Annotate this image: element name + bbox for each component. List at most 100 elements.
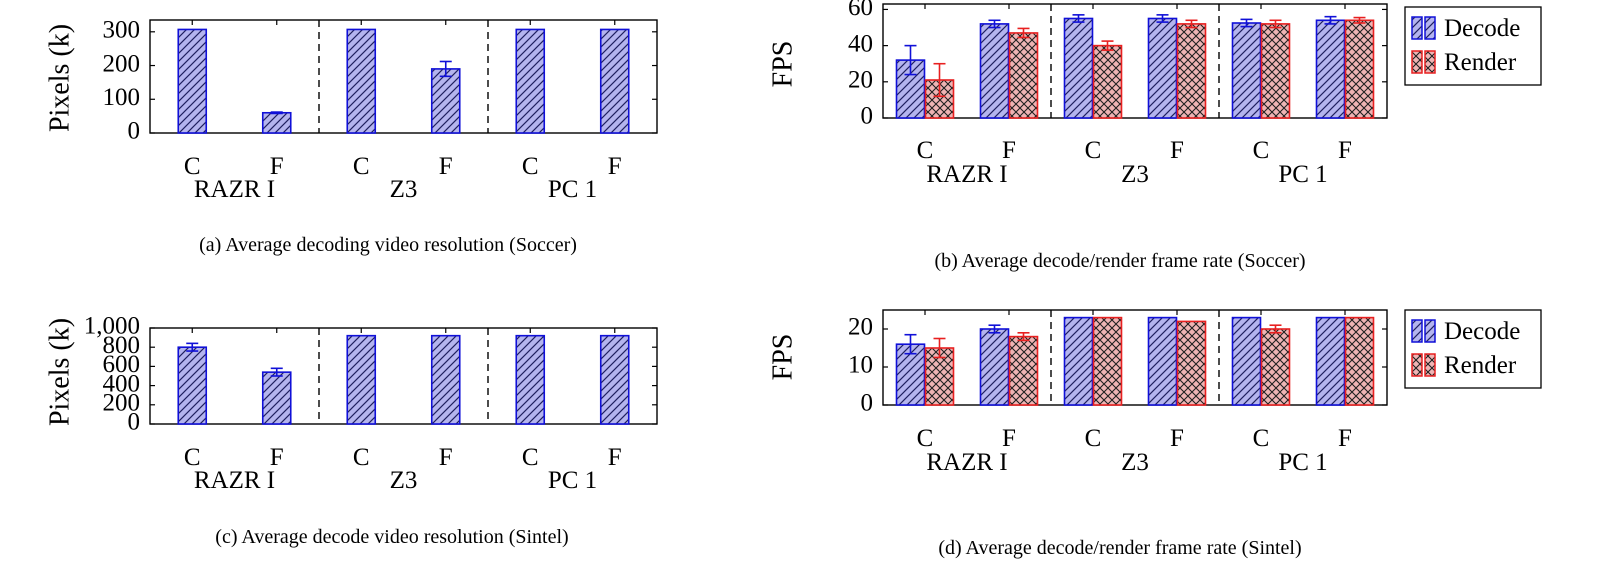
chart-a: Pixels (k) 0 100 200 300 C F C F C F RAZ…	[44, 17, 658, 256]
chart-d-xtick-4: C	[1253, 425, 1270, 452]
chart-b-ytick-2: 40	[848, 30, 873, 57]
chart-c-bar-hatch-pixels-5	[599, 334, 630, 425]
chart-c-xtick-4: C	[522, 444, 539, 471]
chart-c-marks	[149, 327, 658, 425]
chart-c-bar-hatch-pixels-3	[430, 334, 461, 425]
chart-b-errorbar-render-1	[1017, 27, 1030, 39]
chart-b-frame	[882, 3, 1388, 119]
chart-b-group-1: Z3	[1121, 161, 1149, 188]
chart-b-group-labels: RAZR I Z3 PC 1	[926, 161, 1327, 188]
chart-c-x-ticks: C F C F C F	[184, 444, 622, 471]
chart-d-ytick-0: 0	[861, 390, 874, 417]
chart-d-ytick-2: 20	[848, 314, 873, 341]
chart-c-bar-hatch-pixels-4	[515, 334, 546, 425]
chart-b-legend-swatch-decode	[1411, 16, 1436, 40]
chart-b-legend-swatches	[1411, 16, 1436, 74]
chart-c-bar-hatch-pixels-1	[261, 371, 292, 425]
chart-a-xtick-5: F	[608, 153, 622, 180]
chart-c-ytick-1: 200	[103, 390, 141, 417]
chart-d-xtick-5: F	[1338, 425, 1352, 452]
chart-b-errorbar-decode-4	[1240, 18, 1253, 28]
chart-c-xtick-3: F	[439, 444, 453, 471]
chart-a-bar-hatch-pixels-2	[346, 28, 377, 134]
chart-d-group-1: Z3	[1121, 449, 1149, 476]
chart-d-bar-hatch-decode-5	[1315, 316, 1346, 406]
chart-c-y-ticks: 0 200 400 600 800 1,000	[84, 313, 140, 436]
chart-b-ylabel-wrap: FPS	[767, 41, 798, 88]
chart-a-ytick-3: 300	[103, 17, 141, 44]
chart-d-group-0: RAZR I	[926, 449, 1007, 476]
chart-a-bar-hatch-pixels-1	[261, 111, 292, 134]
chart-c-ytick-3: 600	[103, 351, 141, 378]
chart-d-bar-hatch-render-5	[1344, 316, 1375, 406]
chart-b-group-0: RAZR I	[926, 161, 1007, 188]
chart-b-ytick-3: 60	[848, 0, 873, 21]
chart-c-group-0: RAZR I	[194, 467, 275, 494]
chart-b-errorbar-decode-0	[904, 44, 917, 76]
chart-d-bar-hatch-render-4	[1260, 328, 1291, 406]
chart-d-errorbar-render-4	[1269, 324, 1282, 334]
chart-c-xtick-5: F	[608, 444, 622, 471]
chart-a-group-0: RAZR I	[194, 176, 275, 203]
chart-b-errorbar-render-2	[1101, 40, 1114, 51]
chart-a-ylabel-wrap: Pixels (k)	[44, 24, 75, 132]
chart-c-ytick-0: 0	[128, 409, 141, 436]
chart-b-errorbar-decode-5	[1324, 15, 1337, 25]
chart-b: FPS 0 20 40 60 C F C F C F RAZR I Z3 PC …	[767, 0, 1542, 272]
chart-a-bar-hatch-pixels-4	[515, 28, 546, 134]
chart-b-errorbar-render-4	[1269, 19, 1282, 29]
chart-b-errorbar-decode-1	[988, 19, 1001, 29]
chart-d-errorbar-decode-0	[904, 333, 917, 355]
chart-b-bar-hatch-decode-1	[979, 23, 1010, 119]
chart-d-bar-hatch-render-3	[1176, 320, 1207, 406]
chart-d-errorbar-render-1	[1017, 331, 1030, 342]
chart-c-bar-hatch-pixels-0	[177, 346, 208, 425]
chart-c-group-1: Z3	[390, 467, 418, 494]
chart-a-xtick-4: C	[522, 153, 539, 180]
chart-d-caption: (d) Average decode/render frame rate (Si…	[938, 537, 1301, 559]
chart-d-bar-hatch-decode-1	[979, 328, 1010, 406]
chart-d-bar-hatch-render-1	[1008, 335, 1039, 406]
chart-b-bar-hatch-render-4	[1260, 23, 1291, 119]
chart-b-caption: (b) Average decode/render frame rate (So…	[934, 250, 1305, 272]
chart-a-y-ticks: 0 100 200 300	[103, 17, 141, 145]
chart-d-ylabel: FPS	[767, 334, 798, 381]
chart-a-errorbar-pixels-1	[270, 111, 283, 115]
chart-b-bar-hatch-decode-5	[1315, 19, 1346, 119]
chart-d-legend: Decode Render	[1404, 309, 1542, 389]
chart-c-group-labels: RAZR I Z3 PC 1	[194, 467, 597, 494]
chart-b-bar-hatch-decode-3	[1147, 17, 1178, 119]
chart-a-errorbar-pixels-3	[439, 60, 452, 78]
chart-d: FPS 0 10 20 C F C F C F RAZR I Z3 PC 1 D…	[767, 309, 1542, 559]
chart-a-xtick-0: C	[184, 153, 201, 180]
chart-c-ytick-5: 1,000	[84, 313, 140, 340]
chart-b-x-ticks: C F C F C F	[917, 137, 1352, 164]
chart-c-group-2: PC 1	[548, 467, 597, 494]
chart-a-ylabel: Pixels (k)	[44, 24, 75, 132]
chart-d-bar-hatch-render-2	[1092, 316, 1123, 406]
chart-b-bar-hatch-decode-2	[1063, 17, 1094, 119]
chart-d-bar-hatch-decode-3	[1147, 316, 1178, 406]
chart-b-xtick-4: C	[1253, 137, 1270, 164]
chart-d-frame	[882, 309, 1388, 406]
chart-a-group-2: PC 1	[548, 176, 597, 203]
chart-c-bar-hatch-pixels-2	[346, 334, 377, 425]
chart-d-marks	[882, 309, 1388, 406]
chart-d-y-ticks: 0 10 20	[848, 314, 873, 417]
chart-a-ytick-0: 0	[128, 118, 141, 145]
chart-a-caption: (a) Average decoding video resolution (S…	[199, 234, 577, 256]
chart-b-group-2: PC 1	[1278, 161, 1327, 188]
chart-a-xtick-2: C	[353, 153, 370, 180]
chart-d-group-2: PC 1	[1278, 449, 1327, 476]
chart-b-xtick-2: C	[1085, 137, 1102, 164]
chart-b-errorbar-render-0	[933, 62, 946, 98]
chart-c-caption: (c) Average decode video resolution (Sin…	[215, 526, 568, 548]
chart-a-group-1: Z3	[390, 176, 418, 203]
chart-c-errorbar-pixels-0	[186, 342, 199, 352]
chart-a-xtick-1: F	[270, 153, 284, 180]
chart-d-ytick-1: 10	[848, 352, 873, 379]
chart-b-bar-hatch-decode-4	[1231, 22, 1262, 119]
chart-c-xtick-2: C	[353, 444, 370, 471]
chart-b-ytick-0: 0	[861, 103, 874, 130]
